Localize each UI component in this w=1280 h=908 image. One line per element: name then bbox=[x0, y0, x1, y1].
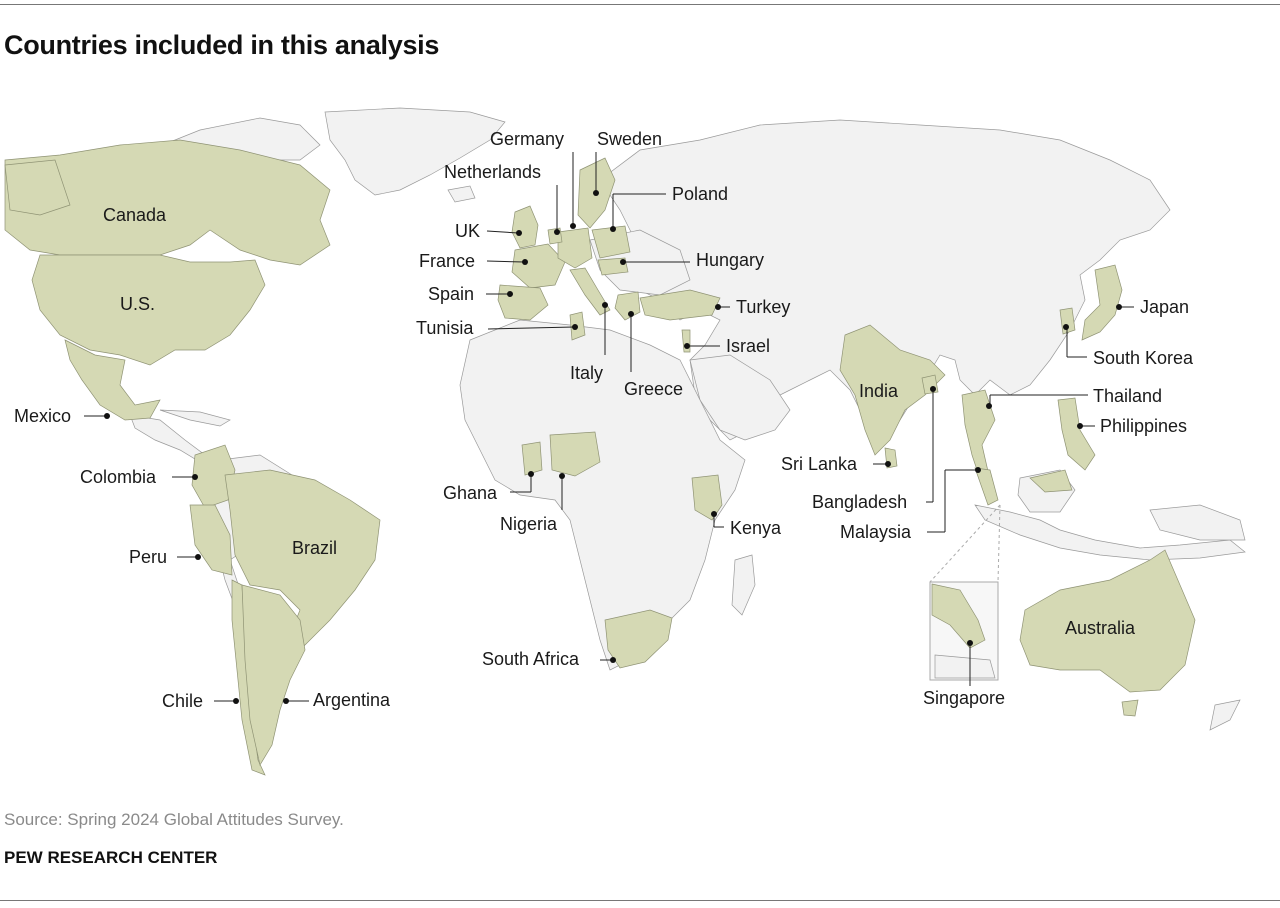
nigeria-shape bbox=[549, 431, 601, 477]
label-italy: Italy bbox=[570, 363, 603, 383]
madagascar-shape bbox=[731, 554, 756, 616]
uk-shape bbox=[511, 205, 539, 249]
country-labels: Canada U.S. Mexico Colombia Peru Brazil … bbox=[14, 129, 1194, 711]
top-rule bbox=[0, 4, 1280, 5]
malaysia-borneo-shape bbox=[1029, 469, 1073, 493]
new-zealand-shape bbox=[1209, 699, 1241, 731]
label-sri-lanka: Sri Lanka bbox=[781, 454, 858, 474]
kenya-shape bbox=[691, 474, 723, 521]
japan-shape bbox=[1081, 264, 1123, 341]
label-australia: Australia bbox=[1065, 618, 1136, 638]
brazil-shape bbox=[224, 469, 381, 651]
caribbean-shape bbox=[159, 409, 231, 427]
bangladesh-shape bbox=[921, 374, 939, 395]
other-land bbox=[129, 107, 1246, 731]
label-japan: Japan bbox=[1140, 297, 1189, 317]
india-shape bbox=[839, 324, 946, 456]
label-us: U.S. bbox=[120, 294, 155, 314]
label-colombia: Colombia bbox=[80, 467, 157, 487]
singapore-inset bbox=[929, 504, 1001, 681]
mexico-shape bbox=[64, 339, 161, 421]
map-title: Countries included in this analysis bbox=[4, 30, 440, 60]
spain-shape bbox=[497, 284, 549, 321]
included-countries bbox=[4, 139, 1196, 776]
label-poland: Poland bbox=[672, 184, 728, 204]
label-france: France bbox=[419, 251, 475, 271]
france-shape bbox=[511, 243, 566, 289]
label-greece: Greece bbox=[624, 379, 683, 399]
central-america-shape bbox=[129, 414, 206, 463]
label-philippines: Philippines bbox=[1100, 416, 1187, 436]
label-singapore: Singapore bbox=[923, 688, 1005, 708]
label-israel: Israel bbox=[726, 336, 770, 356]
label-sweden: Sweden bbox=[597, 129, 662, 149]
indonesia-shape bbox=[974, 504, 1246, 561]
label-ghana: Ghana bbox=[443, 483, 498, 503]
germany-shape bbox=[557, 227, 593, 269]
label-kenya: Kenya bbox=[730, 518, 782, 538]
iceland-shape bbox=[447, 185, 476, 203]
label-peru: Peru bbox=[129, 547, 167, 567]
papua-shape bbox=[1149, 504, 1246, 541]
label-south-korea: South Korea bbox=[1093, 348, 1194, 368]
greece-shape bbox=[614, 291, 641, 321]
turkey-shape bbox=[639, 289, 721, 321]
label-hungary: Hungary bbox=[696, 250, 764, 270]
label-nigeria: Nigeria bbox=[500, 514, 558, 534]
label-south-africa: South Africa bbox=[482, 649, 580, 669]
label-germany: Germany bbox=[490, 129, 564, 149]
label-spain: Spain bbox=[428, 284, 474, 304]
source-note: Source: Spring 2024 Global Attitudes Sur… bbox=[4, 810, 344, 829]
label-uk: UK bbox=[455, 221, 480, 241]
organization-name: PEW RESEARCH CENTER bbox=[4, 848, 218, 867]
label-chile: Chile bbox=[162, 691, 203, 711]
peru-shape bbox=[189, 504, 233, 576]
australia-shape bbox=[1019, 549, 1196, 693]
label-netherlands: Netherlands bbox=[444, 162, 541, 182]
ghana-shape bbox=[521, 441, 543, 476]
label-bangladesh: Bangladesh bbox=[812, 492, 907, 512]
world-map: Canada U.S. Mexico Colombia Peru Brazil … bbox=[4, 107, 1246, 776]
bottom-rule bbox=[0, 900, 1280, 901]
tasmania-shape bbox=[1121, 699, 1139, 717]
label-thailand: Thailand bbox=[1093, 386, 1162, 406]
us-shape bbox=[31, 254, 266, 366]
colombia-shape bbox=[191, 444, 236, 509]
label-canada: Canada bbox=[103, 205, 167, 225]
label-turkey: Turkey bbox=[736, 297, 790, 317]
label-tunisia: Tunisia bbox=[416, 318, 474, 338]
label-mexico: Mexico bbox=[14, 406, 71, 426]
malaysia-shape bbox=[974, 467, 999, 506]
label-argentina: Argentina bbox=[313, 690, 391, 710]
greenland-shape bbox=[324, 107, 506, 196]
label-india: India bbox=[859, 381, 899, 401]
argentina-shape bbox=[241, 584, 306, 766]
alaska-shape bbox=[4, 159, 71, 216]
south-africa-shape bbox=[604, 609, 673, 669]
italy-shape bbox=[569, 267, 611, 316]
philippines-shape bbox=[1057, 397, 1096, 471]
arabia-shape bbox=[689, 354, 791, 441]
label-brazil: Brazil bbox=[292, 538, 337, 558]
label-malaysia: Malaysia bbox=[840, 522, 912, 542]
